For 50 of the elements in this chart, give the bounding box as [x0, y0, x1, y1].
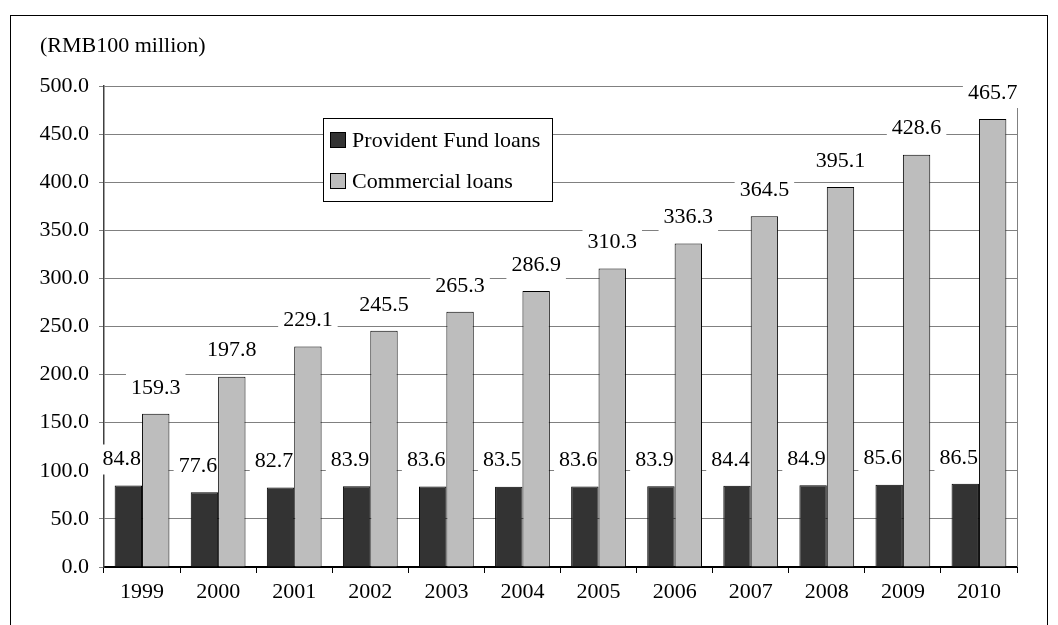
y-tick-label: 0.0: [61, 552, 89, 578]
data-label: 395.1: [815, 146, 866, 172]
data-label: 428.6: [891, 114, 942, 140]
data-label: 84.9: [787, 445, 826, 471]
data-label: 286.9: [511, 250, 561, 276]
data-label: 336.3: [663, 203, 714, 229]
data-label: 265.3: [435, 271, 485, 297]
y-tick-label: 300.0: [39, 264, 89, 290]
data-label: 83.6: [559, 446, 598, 472]
x-tick-label: 2009: [880, 577, 925, 603]
y-tick-label: 100.0: [39, 456, 89, 482]
x-tick-label: 2001: [272, 577, 317, 603]
data-label: 159.3: [130, 373, 181, 399]
data-label: 310.3: [587, 228, 637, 254]
data-label: 86.5: [939, 443, 978, 469]
data-label: 229.1: [283, 306, 333, 332]
y-tick-label: 500.0: [39, 71, 89, 97]
x-tick-label: 2002: [348, 577, 393, 603]
data-label: 83.9: [330, 446, 370, 472]
x-tick-label: 2004: [500, 577, 545, 603]
y-tick-label: 50.0: [50, 504, 89, 530]
y-tick-label: 400.0: [39, 167, 89, 193]
legend-label: Commercial loans: [352, 167, 513, 194]
data-label: 84.4: [711, 445, 750, 471]
y-tick-label: 200.0: [39, 360, 89, 386]
x-tick-label: 2006: [652, 577, 697, 603]
data-label: 83.5: [482, 446, 522, 472]
data-label: 77.6: [178, 452, 218, 478]
x-tick-label: 2010: [956, 577, 1001, 603]
data-label: 83.9: [635, 446, 674, 472]
data-label: 245.5: [359, 290, 409, 316]
data-label: 82.7: [254, 447, 294, 473]
data-label: 85.6: [863, 444, 902, 470]
x-tick-label: 1999: [120, 577, 165, 603]
x-tick-label: 2003: [424, 577, 469, 603]
legend-label: Provident Fund loans: [352, 126, 541, 153]
data-label: 197.8: [207, 336, 257, 362]
y-tick-label: 350.0: [39, 216, 89, 242]
y-tick-label: 450.0: [39, 119, 89, 145]
y-tick-label: 150.0: [39, 408, 89, 434]
data-label: 83.6: [406, 446, 446, 472]
data-label: 84.8: [102, 445, 142, 471]
y-axis-title: (RMB100 million): [40, 32, 206, 58]
x-tick-label: 2008: [804, 577, 849, 603]
x-tick-label: 2000: [196, 577, 241, 603]
y-tick-label: 250.0: [39, 312, 89, 338]
x-tick-label: 2005: [576, 577, 621, 603]
data-label: 364.5: [739, 176, 790, 202]
data-label: 465.7: [967, 78, 1018, 104]
x-tick-label: 2007: [728, 577, 773, 603]
